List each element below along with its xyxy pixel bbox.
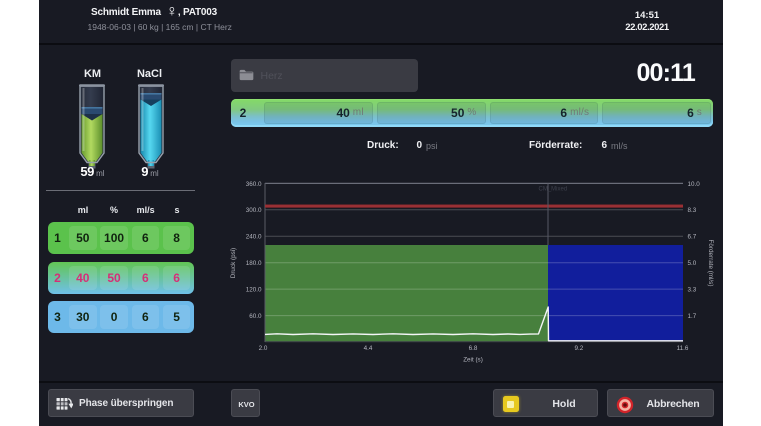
svg-text:360.0: 360.0: [246, 181, 262, 188]
svg-text:1.7: 1.7: [688, 313, 697, 320]
svg-text:Druck (psi): Druck (psi): [230, 248, 237, 278]
svg-text:6.7: 6.7: [688, 234, 697, 241]
svg-text:180.0: 180.0: [246, 260, 262, 267]
svg-text:240.0: 240.0: [246, 234, 262, 241]
svg-text:8.3: 8.3: [688, 207, 697, 214]
svg-text:60.0: 60.0: [249, 313, 262, 320]
svg-text:11.6: 11.6: [677, 345, 689, 352]
svg-text:3.3: 3.3: [688, 286, 697, 293]
svg-text:10.0: 10.0: [688, 181, 701, 188]
svg-text:6.8: 6.8: [469, 345, 478, 352]
svg-text:5.0: 5.0: [688, 260, 697, 267]
svg-text:4.4: 4.4: [364, 345, 373, 352]
svg-text:Förderrate (ml/s): Förderrate (ml/s): [707, 240, 714, 287]
svg-text:2.0: 2.0: [259, 345, 268, 352]
svg-text:120.0: 120.0: [246, 286, 262, 293]
svg-text:300.0: 300.0: [246, 207, 262, 214]
svg-text:Zeit (s): Zeit (s): [463, 357, 483, 364]
svg-text:CM_Mixed: CM_Mixed: [539, 187, 568, 193]
svg-text:9.2: 9.2: [575, 345, 584, 352]
